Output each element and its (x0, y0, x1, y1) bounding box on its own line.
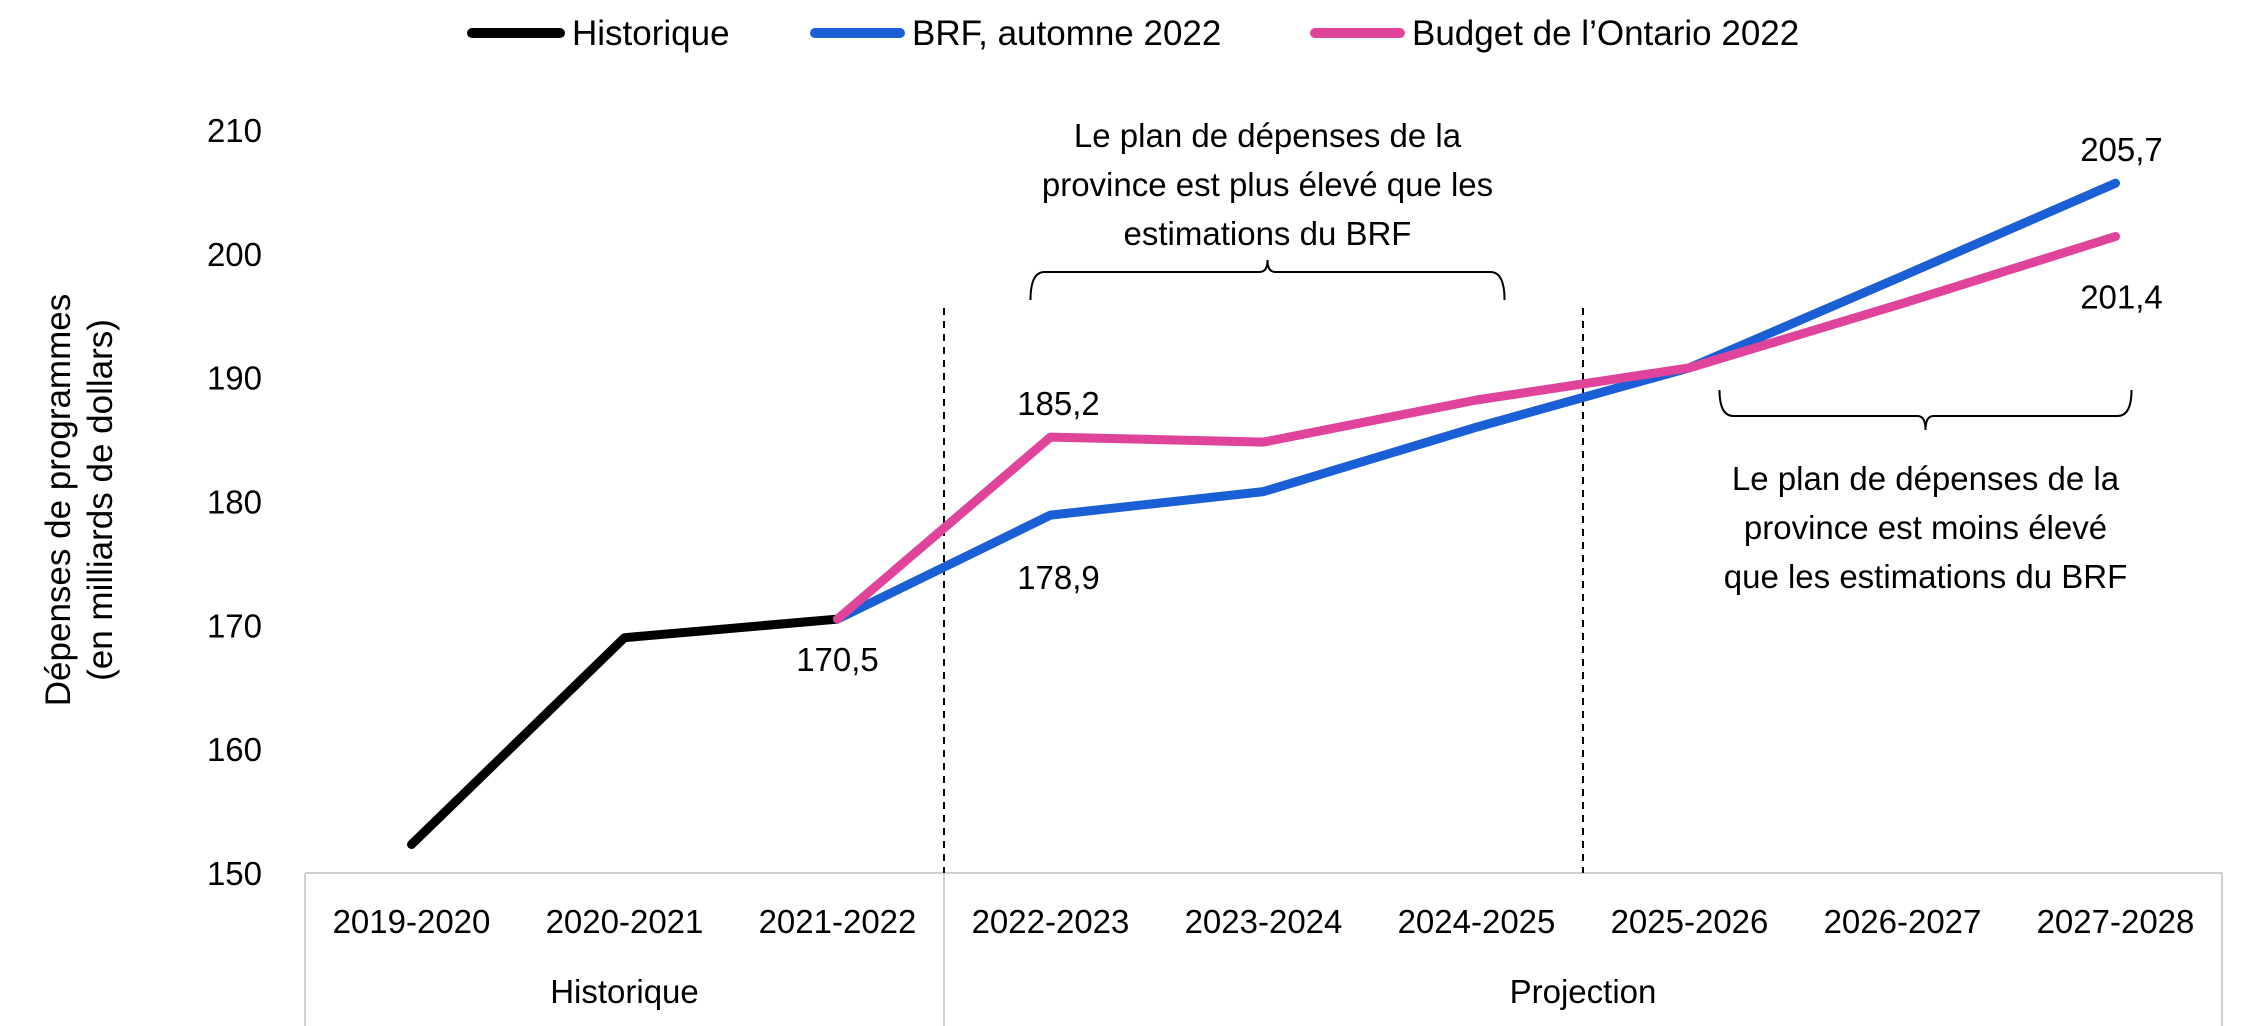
annotation-text: que les estimations du BRF (1724, 558, 2128, 595)
data-label: 185,2 (1017, 385, 1100, 422)
x-tick-label: 2019-2020 (333, 903, 491, 940)
y-tick-label: 180 (207, 484, 262, 521)
x-tick-label: 2021-2022 (759, 903, 917, 940)
y-tick-label: 210 (207, 112, 262, 149)
annotation-brace-top (1029, 259, 1506, 301)
annotation-text: Le plan de dépenses de la (1732, 460, 2120, 497)
data-label: 205,7 (2080, 131, 2163, 168)
y-tick-label: 170 (207, 607, 262, 644)
group-label: Projection (1510, 973, 1657, 1010)
group-label: Historique (550, 973, 699, 1010)
series-line-1 (833, 178, 2120, 624)
y-tick-label: 160 (207, 731, 262, 768)
y-axis-label-line: Dépenses de programmes (39, 294, 78, 706)
y-tick-label: 200 (207, 236, 262, 273)
x-tick-label: 2027-2028 (2037, 903, 2195, 940)
annotation-brace-bottom (1718, 389, 2133, 431)
y-tick-label: 150 (207, 855, 262, 892)
data-label: 201,4 (2080, 278, 2163, 315)
x-tick-label: 2020-2021 (546, 903, 704, 940)
x-tick-label: 2025-2026 (1611, 903, 1769, 940)
legend-label: BRF, automne 2022 (912, 14, 1221, 53)
x-tick-label: 2026-2027 (1824, 903, 1982, 940)
data-label: 170,5 (796, 641, 879, 678)
x-tick-label: 2024-2025 (1398, 903, 1556, 940)
annotation-text: estimations du BRF (1124, 215, 1412, 252)
annotation-text: Le plan de dépenses de la (1074, 117, 1462, 154)
series-line-0 (407, 614, 842, 849)
y-axis-label-line: (en milliards de dollars) (81, 319, 120, 681)
annotation-text: province est moins élevé (1744, 509, 2107, 546)
annotation-text: province est plus élevé que les (1042, 166, 1493, 203)
x-tick-label: 2023-2024 (1185, 903, 1343, 940)
x-tick-label: 2022-2023 (972, 903, 1130, 940)
legend-label: Historique (572, 14, 730, 53)
data-label: 178,9 (1017, 559, 1100, 596)
legend-label: Budget de l’Ontario 2022 (1412, 14, 1799, 53)
y-tick-label: 190 (207, 360, 262, 397)
series-line-2 (833, 232, 2120, 624)
